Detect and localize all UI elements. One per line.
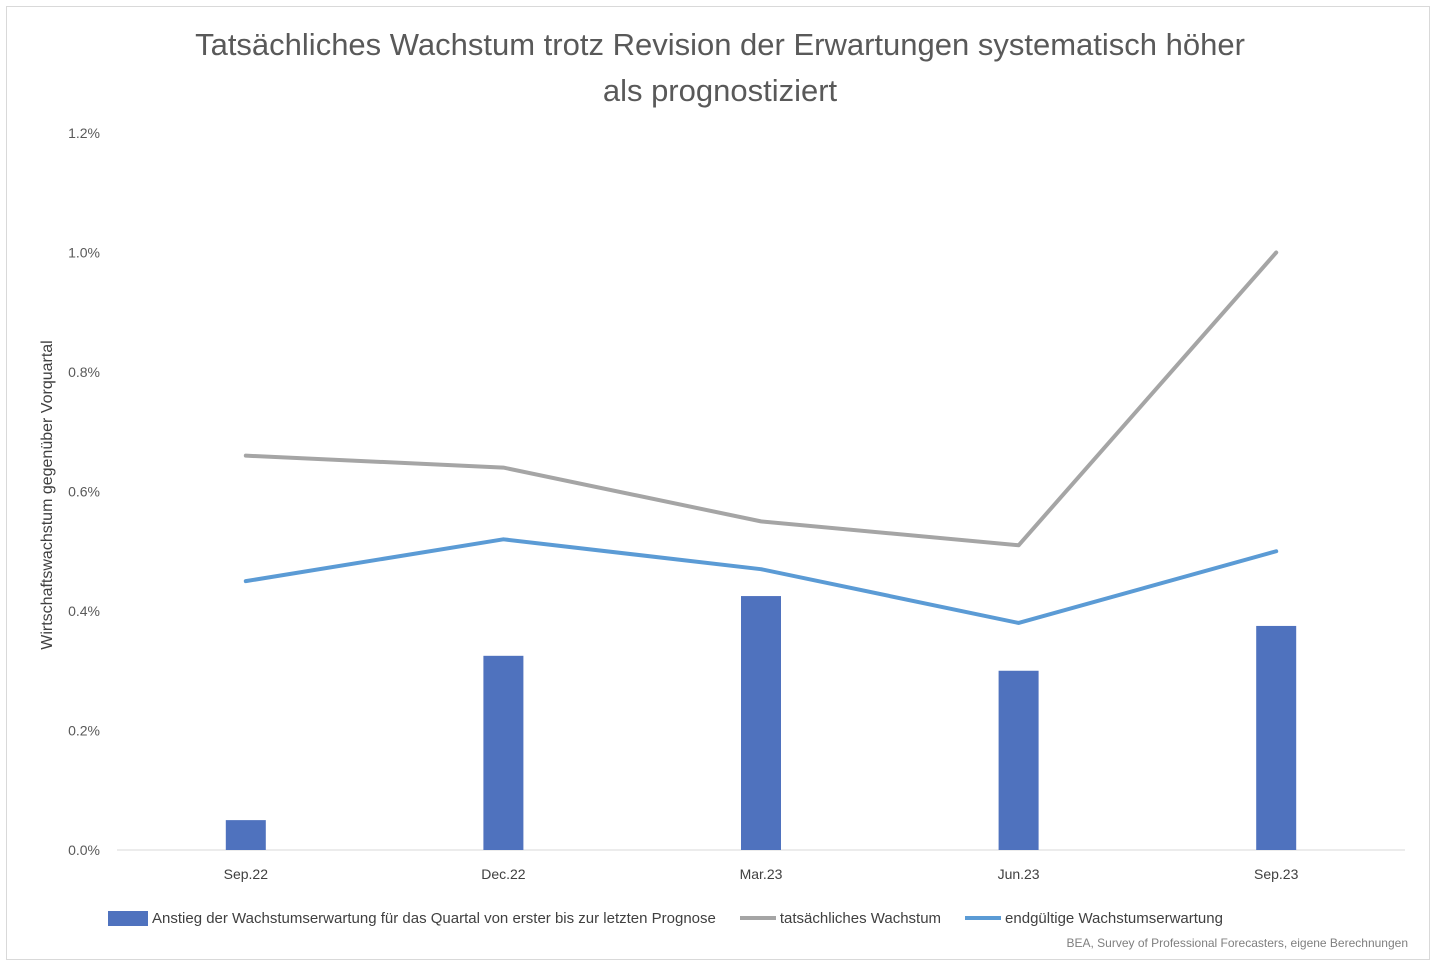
legend-swatch-bar — [108, 910, 148, 926]
series-line — [243, 537, 1279, 625]
legend-label-bar: Anstieg der Wachstumserwartung für das Q… — [152, 909, 716, 927]
x-tick-label: Sep.23 — [1254, 866, 1299, 882]
legend-swatch-actual — [739, 916, 776, 920]
chart-frame — [6, 6, 1430, 960]
legend-item-actual: tatsächliches Wachstum — [739, 909, 942, 927]
chart-title: Tatsächliches Wachstum trotz Revision de… — [0, 22, 1440, 114]
y-tick-label: 0.6% — [68, 484, 100, 500]
legend-label-expectation: endgültige Wachstumserwartung — [1005, 909, 1223, 927]
legend-item-expectation: endgültige Wachstumserwartung — [965, 910, 1223, 927]
chart-title-line-1: Tatsächliches Wachstum trotz Revision de… — [195, 27, 1245, 62]
y-tick-label: 1.2% — [68, 125, 100, 141]
legend-item-bar: Anstieg der Wachstumserwartung für das Q… — [108, 910, 716, 927]
bar — [998, 670, 1039, 850]
x-tick-label: Jun.23 — [998, 866, 1040, 882]
y-tick-label: 0.8% — [68, 364, 100, 380]
y-tick-label: 1.0% — [68, 245, 100, 261]
x-tick-label: Sep.22 — [224, 866, 269, 882]
bar — [483, 655, 524, 850]
legend: Anstieg der Wachstumserwartung für das Q… — [108, 906, 1223, 930]
bar — [225, 820, 266, 850]
legend-swatch-expectation — [965, 916, 1002, 920]
bar — [1256, 625, 1297, 850]
y-tick-label: 0.0% — [68, 842, 100, 858]
series-line — [243, 250, 1279, 548]
legend-label-actual: tatsächliches Wachstum — [779, 909, 942, 927]
y-tick-label: 0.4% — [68, 603, 100, 619]
y-tick-label: 0.2% — [68, 723, 100, 739]
bar — [741, 596, 781, 850]
x-tick-label: Dec.22 — [481, 866, 526, 882]
x-tick-label: Mar.23 — [740, 866, 783, 882]
chart-title-line-2: als prognostiziert — [602, 73, 838, 108]
source-note: BEA, Survey of Professional Forecasters,… — [1066, 936, 1408, 950]
